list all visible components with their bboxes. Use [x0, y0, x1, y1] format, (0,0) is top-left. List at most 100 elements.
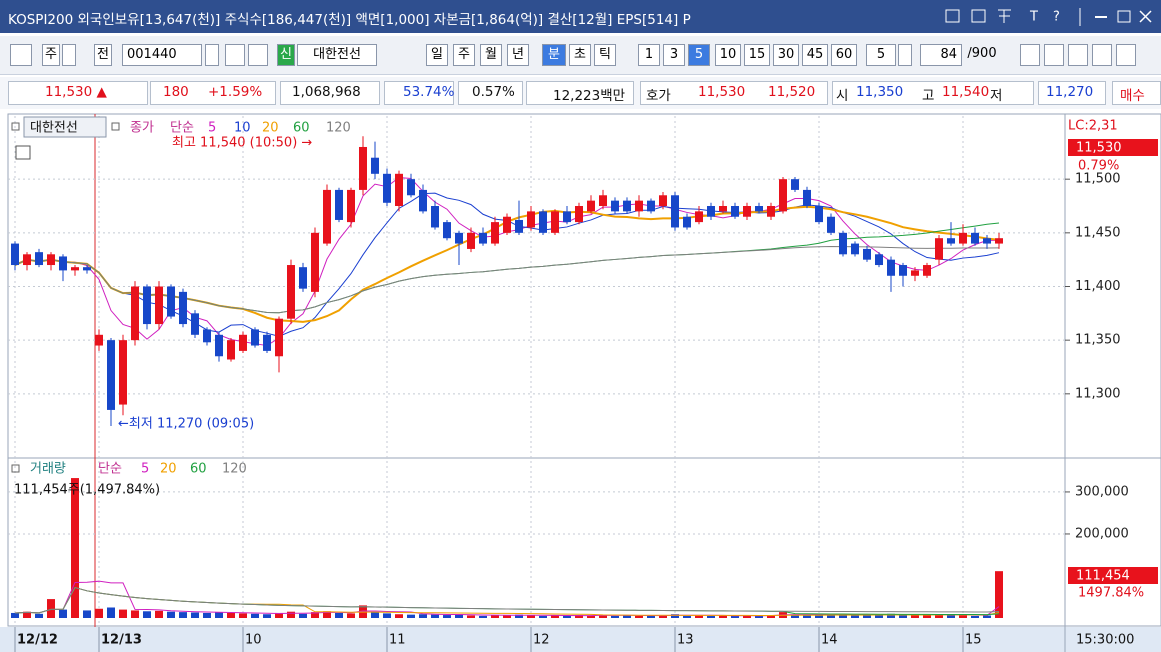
toolbar-button[interactable]: 틱	[594, 44, 616, 66]
quote-value: 매수	[1120, 88, 1145, 104]
volume-bar	[479, 615, 487, 618]
tool-icon[interactable]	[1068, 44, 1088, 66]
volume-bar	[827, 614, 835, 618]
toolbar-button[interactable]: 001440	[122, 44, 202, 66]
volume-bar	[527, 615, 535, 618]
volume-bar	[563, 615, 571, 618]
legend-item: 5	[141, 462, 149, 477]
toolbar-button[interactable]: 일	[426, 44, 448, 66]
volume-bar	[95, 608, 103, 618]
volume-bar	[431, 614, 439, 618]
toolbar-button[interactable]: 3	[663, 44, 685, 66]
quote-value: 11,530 ▲	[45, 84, 107, 100]
candle-body	[947, 238, 955, 244]
candle-body	[311, 232, 319, 292]
y-tick-label: 200,000	[1075, 526, 1129, 541]
candle-body	[719, 206, 727, 212]
volume-bar	[923, 614, 931, 618]
tool-icon[interactable]	[248, 44, 268, 66]
toolbar-button[interactable]: 주	[42, 44, 60, 66]
candle-body	[587, 200, 595, 212]
volume-bar	[839, 614, 847, 618]
quote-box	[526, 81, 634, 105]
volume-bar	[995, 571, 1003, 618]
dropdown-arrow[interactable]	[205, 44, 219, 66]
toolbar-button[interactable]: 1	[638, 44, 660, 66]
volume-bar	[59, 609, 67, 618]
toolbar-button[interactable]: 전	[94, 44, 112, 66]
toolbar-button[interactable]: 월	[480, 44, 502, 66]
legend-icon	[111, 122, 120, 131]
candle-body	[959, 232, 967, 244]
candle-body	[347, 189, 355, 223]
toolbar-button[interactable]: 분	[542, 44, 566, 66]
toolbar-button[interactable]: 15	[744, 44, 770, 66]
candle-body	[575, 206, 583, 223]
button[interactable]: T	[1029, 10, 1038, 25]
candle-body	[215, 334, 223, 357]
toolbar-button[interactable]: 5	[866, 44, 896, 66]
toolbar-button[interactable]: 10	[715, 44, 741, 66]
button[interactable]: ?	[1053, 10, 1060, 25]
tool-icon[interactable]	[1092, 44, 1112, 66]
candle-body	[359, 146, 367, 190]
volume-bar	[383, 613, 391, 618]
volume-bar	[323, 611, 331, 618]
y-tick-label: 11,450	[1075, 225, 1121, 240]
volume-bar	[803, 615, 811, 618]
annotation: 최고 11,540 (10:50) →	[172, 136, 312, 151]
volume-bar	[647, 615, 655, 618]
toolbar-button[interactable]: 신	[277, 44, 295, 66]
icon[interactable]	[998, 9, 1011, 23]
volume-bar	[791, 614, 799, 618]
tool-icon[interactable]	[1116, 44, 1136, 66]
volume-bar	[347, 613, 355, 618]
quote-value: 11,350	[856, 84, 904, 100]
volume-bar	[515, 614, 523, 618]
toolbar-button[interactable]: 주	[453, 44, 475, 66]
tool-icon[interactable]	[225, 44, 245, 66]
toolbar-button[interactable]: 60	[831, 44, 857, 66]
dropdown-arrow[interactable]	[62, 44, 76, 66]
candle-body	[911, 270, 919, 276]
candle-body	[203, 329, 211, 343]
volume-bar	[551, 615, 559, 618]
candle-body	[263, 334, 271, 351]
tool-icon[interactable]	[1044, 44, 1064, 66]
volume-bar	[575, 615, 583, 618]
candle-body	[179, 291, 187, 325]
side-label: LC:2,31	[1068, 119, 1118, 134]
toolbar-button[interactable]: 대한전선	[297, 44, 377, 66]
toolbar-button[interactable]: 30	[773, 44, 799, 66]
volume-bar	[899, 615, 907, 618]
candle-body	[659, 195, 667, 207]
icon-button[interactable]	[10, 44, 32, 66]
toolbar-button[interactable]: 초	[569, 44, 591, 66]
tool-icon[interactable]	[1020, 44, 1040, 66]
icon[interactable]	[971, 9, 986, 23]
candle-body	[863, 248, 871, 260]
candle-body	[227, 340, 235, 360]
legend-label: 단순	[170, 121, 194, 136]
candle-body	[839, 232, 847, 255]
toolbar-button[interactable]: 년	[507, 44, 529, 66]
icon[interactable]	[945, 9, 960, 23]
y-tick-label: 11,500	[1075, 172, 1121, 187]
volume-bar	[959, 615, 967, 618]
dropdown-arrow[interactable]	[898, 44, 912, 66]
legend-item: 20	[262, 121, 279, 136]
quote-box	[8, 81, 148, 105]
close[interactable]	[1139, 10, 1152, 23]
x-tick-label: 14	[821, 633, 838, 648]
toolbar-button[interactable]: 5	[688, 44, 710, 66]
volume-bar	[875, 614, 883, 618]
toolbar-button[interactable]: 45	[802, 44, 828, 66]
quote-box	[458, 81, 523, 105]
toolbar-button[interactable]: 84	[920, 44, 962, 66]
maximize[interactable]	[1117, 10, 1131, 23]
volume-bar	[767, 615, 775, 618]
candle-body	[815, 206, 823, 223]
title: KOSPI200 외국인보유[13,647(천)] 주식수[186,447(천)…	[8, 12, 691, 28]
toolbar-button[interactable]: /900	[967, 46, 997, 61]
volume-bar	[419, 614, 427, 618]
